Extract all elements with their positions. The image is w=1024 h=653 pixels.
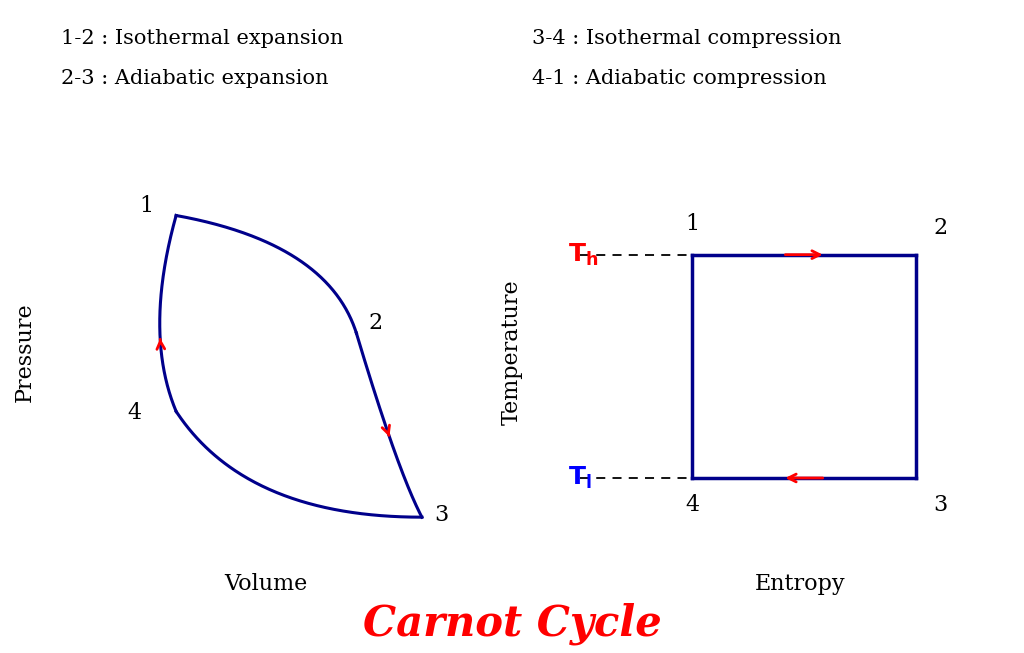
Text: Entropy: Entropy — [755, 573, 845, 595]
Text: 1-2 : Isothermal expansion: 1-2 : Isothermal expansion — [61, 29, 344, 48]
Text: 2: 2 — [369, 312, 383, 334]
Text: Temperature: Temperature — [501, 279, 522, 426]
Text: Volume: Volume — [224, 573, 308, 595]
Text: Carnot Cycle: Carnot Cycle — [362, 602, 662, 645]
Text: 1: 1 — [139, 195, 154, 217]
Text: 4: 4 — [127, 402, 141, 424]
Text: 3: 3 — [434, 504, 449, 526]
Text: 4: 4 — [685, 494, 699, 516]
Text: Pressure: Pressure — [13, 303, 36, 402]
Text: 3-4 : Isothermal compression: 3-4 : Isothermal compression — [532, 29, 842, 48]
Text: 4-1 : Adiabatic compression: 4-1 : Adiabatic compression — [532, 69, 827, 88]
Text: $\mathbf{T_h}$: $\mathbf{T_h}$ — [567, 242, 598, 268]
Text: $\mathbf{T_l}$: $\mathbf{T_l}$ — [567, 465, 591, 491]
Text: 2-3 : Adiabatic expansion: 2-3 : Adiabatic expansion — [61, 69, 329, 88]
Text: 3: 3 — [933, 494, 947, 516]
Text: 1: 1 — [685, 213, 699, 235]
Text: 2: 2 — [933, 217, 947, 239]
